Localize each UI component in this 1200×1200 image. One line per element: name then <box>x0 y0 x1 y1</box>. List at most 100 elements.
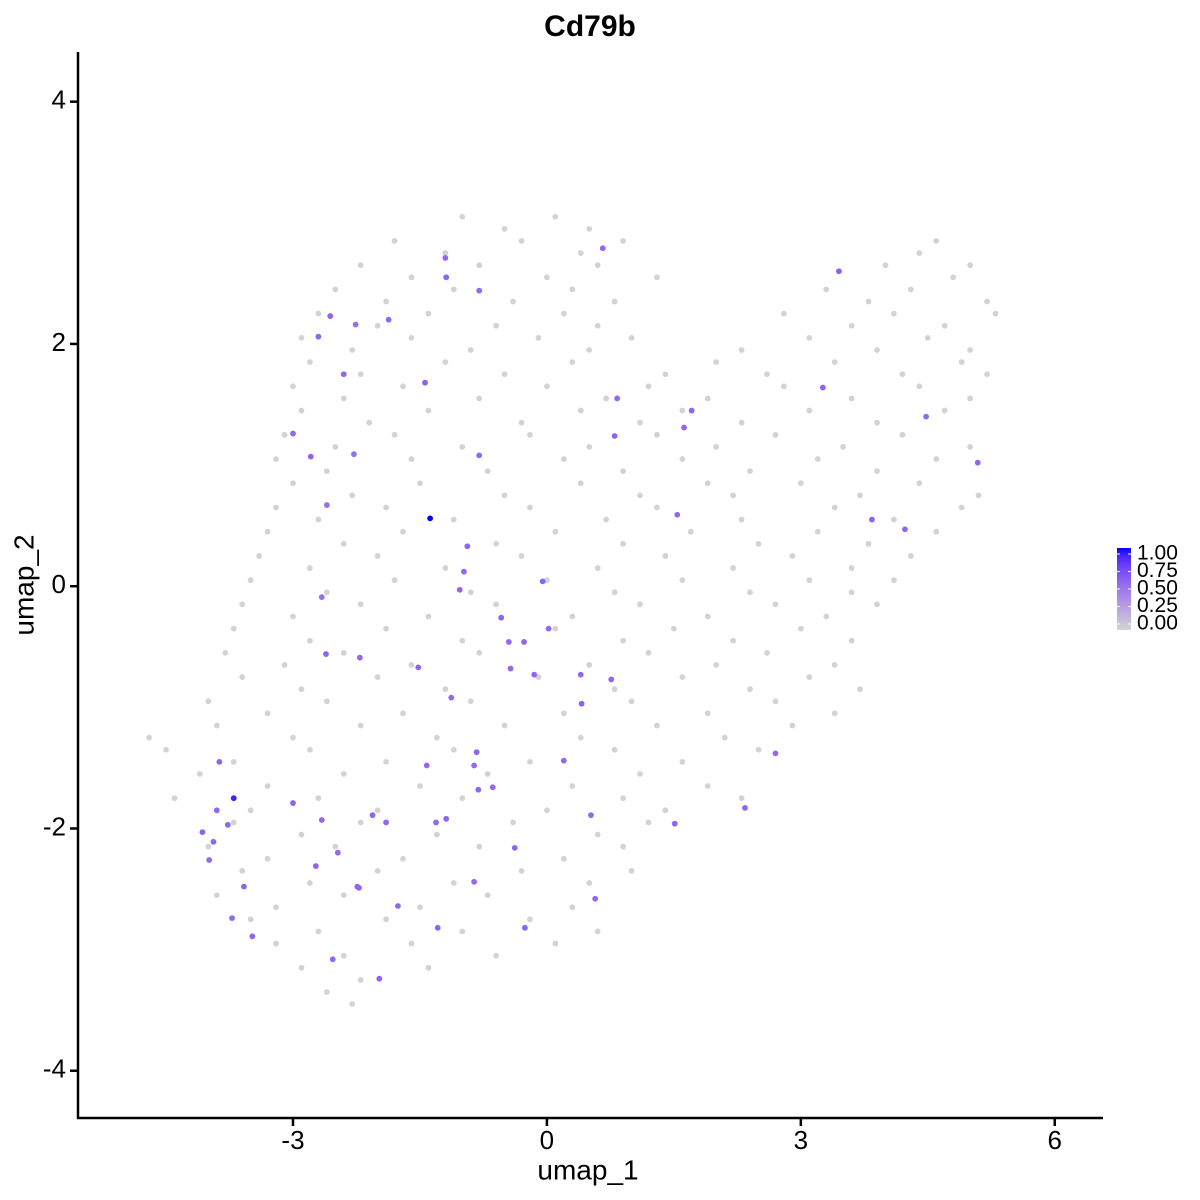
point <box>357 722 364 729</box>
colorbar-label: 1.00 <box>1137 542 1178 565</box>
point <box>539 578 546 585</box>
x-axis-title: umap_1 <box>537 1154 638 1185</box>
point <box>315 333 322 340</box>
point <box>340 540 347 547</box>
point <box>713 444 720 450</box>
point <box>471 762 478 769</box>
x-tick-label: 0 <box>540 1125 554 1155</box>
point <box>383 504 389 511</box>
point <box>544 807 550 814</box>
point <box>614 395 621 402</box>
point <box>391 238 398 244</box>
point <box>654 504 660 511</box>
point <box>213 807 220 814</box>
point <box>423 762 430 769</box>
point <box>146 734 152 741</box>
point <box>240 883 247 890</box>
point <box>628 334 635 341</box>
point <box>417 480 423 487</box>
point <box>510 298 516 305</box>
point <box>772 698 779 705</box>
point <box>902 526 908 533</box>
point <box>781 310 787 317</box>
point <box>425 613 432 620</box>
point <box>290 613 296 620</box>
point <box>814 456 821 462</box>
point <box>679 758 686 765</box>
point <box>755 746 762 753</box>
point <box>552 940 559 947</box>
point <box>281 431 288 438</box>
point <box>545 625 552 632</box>
y-axis-title: umap_2 <box>8 534 39 635</box>
point <box>654 431 660 438</box>
point <box>933 456 940 462</box>
point <box>356 654 363 661</box>
point <box>592 895 599 902</box>
point <box>620 540 626 547</box>
point <box>443 274 450 281</box>
point <box>611 589 618 596</box>
point <box>552 213 559 220</box>
point <box>484 468 491 475</box>
point <box>442 255 449 261</box>
point <box>874 419 880 426</box>
chart-title: Cd79b <box>544 10 636 43</box>
point <box>747 468 753 475</box>
point <box>376 975 383 982</box>
point <box>400 528 406 535</box>
point <box>290 430 296 437</box>
point <box>340 371 347 378</box>
point <box>298 686 305 693</box>
point <box>831 504 838 511</box>
point <box>374 322 381 329</box>
point <box>662 553 669 559</box>
point <box>505 639 512 645</box>
point <box>230 625 237 632</box>
point <box>425 407 432 414</box>
point <box>823 286 830 293</box>
point <box>797 625 804 632</box>
point <box>383 758 389 765</box>
point <box>417 783 423 789</box>
point <box>789 553 796 559</box>
point <box>679 407 686 414</box>
point <box>323 651 329 657</box>
point <box>391 431 398 438</box>
point <box>544 274 550 281</box>
point <box>256 553 263 559</box>
point <box>459 444 466 450</box>
point <box>459 213 466 220</box>
point <box>475 786 482 793</box>
point <box>831 662 838 668</box>
point <box>569 286 576 293</box>
point <box>459 928 466 935</box>
point <box>264 783 271 789</box>
point <box>383 916 389 923</box>
point <box>628 867 635 874</box>
point <box>628 698 635 705</box>
point <box>527 916 533 923</box>
point <box>433 831 440 838</box>
point <box>560 710 567 717</box>
point <box>967 395 974 402</box>
y-tick-label: -4 <box>43 1054 66 1084</box>
point <box>366 419 373 426</box>
point <box>476 287 483 294</box>
point <box>527 504 533 511</box>
x-tick-label: 3 <box>794 1125 808 1155</box>
point <box>620 468 626 475</box>
point <box>586 880 593 886</box>
point <box>493 540 500 547</box>
point <box>459 795 466 802</box>
point <box>578 700 585 707</box>
point <box>450 286 457 293</box>
point <box>535 334 542 341</box>
point <box>654 722 660 729</box>
point <box>704 710 711 717</box>
point <box>823 613 830 620</box>
point <box>586 444 593 450</box>
point <box>467 698 474 705</box>
point <box>891 310 897 317</box>
point <box>521 639 527 645</box>
